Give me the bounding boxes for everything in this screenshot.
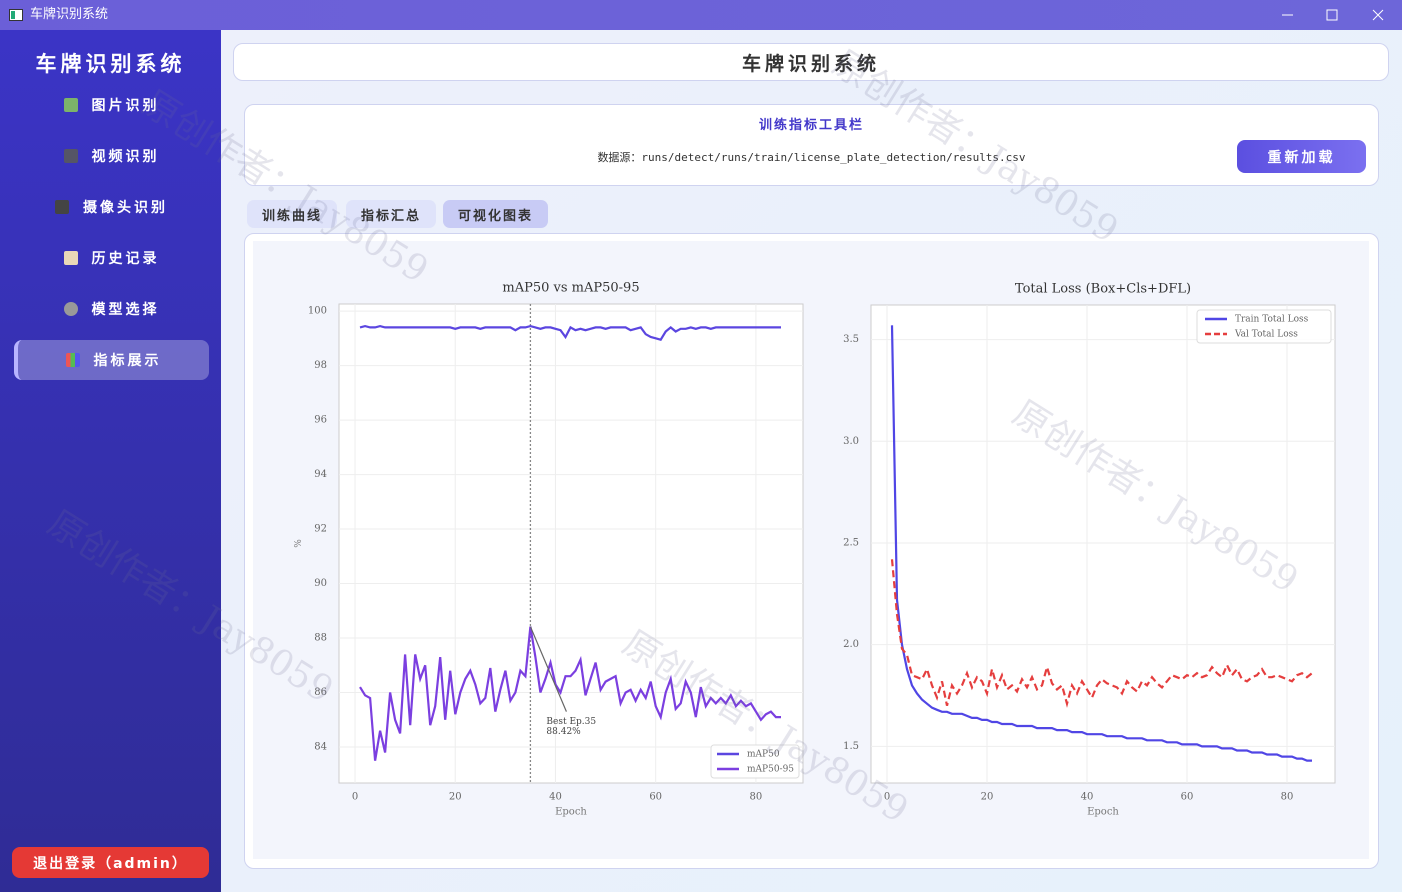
x-tick-label: 40 xyxy=(1081,792,1094,803)
legend-box xyxy=(1196,309,1332,344)
toolbar-title: 训练指标工具栏 xyxy=(758,118,864,133)
menu-item[interactable]: 指标展示 xyxy=(14,340,209,380)
series-line xyxy=(359,626,781,761)
annotation-arrow xyxy=(529,626,567,712)
tab-active[interactable]: 可视化图表 xyxy=(443,200,548,228)
tab[interactable]: 指标汇总 xyxy=(346,200,436,228)
app-icon xyxy=(9,9,23,21)
data-source: 数据源：runs/detect/runs/train/license_plate… xyxy=(597,151,1026,164)
y-tick-label: 90 xyxy=(314,578,327,589)
y-tick-label: 1.5 xyxy=(843,741,859,752)
header-title: 车牌识别系统 xyxy=(741,52,880,75)
x-tick-label: 80 xyxy=(1281,792,1294,803)
y-tick-label: 88 xyxy=(314,633,327,644)
x-tick-label: 80 xyxy=(750,792,763,803)
annotation-text: 88.42% xyxy=(546,727,581,737)
series-line xyxy=(890,325,1312,762)
menu-label: 历史记录 xyxy=(91,251,160,267)
sidebar-title: 车牌识别系统 xyxy=(35,52,186,76)
menu-item[interactable]: 图片识别 xyxy=(14,85,209,125)
legend-label: mAP50-95 xyxy=(747,765,794,775)
x-tick-label: 0 xyxy=(884,792,890,803)
x-tick-label: 0 xyxy=(352,792,358,803)
x-axis-label: Epoch xyxy=(1087,807,1119,818)
reload-button[interactable]: 重新加载 xyxy=(1237,140,1366,173)
y-tick-label: 100 xyxy=(308,306,327,317)
series-line xyxy=(359,324,781,341)
x-tick-label: 20 xyxy=(981,792,994,803)
legend-label: Train Total Loss xyxy=(1235,315,1309,325)
menu-label: 指标展示 xyxy=(93,353,162,369)
menu-label: 模型选择 xyxy=(91,302,160,318)
y-tick-label: 96 xyxy=(314,415,327,426)
y-tick-label: 92 xyxy=(314,524,327,535)
y-axis-label: % xyxy=(294,539,304,548)
legend-label: Val Total Loss xyxy=(1234,330,1298,340)
x-axis-label: Epoch xyxy=(555,807,587,818)
toolbar: 训练指标工具栏 数据源：runs/detect/runs/train/licen… xyxy=(244,104,1379,186)
y-tick-label: 2.5 xyxy=(843,537,859,548)
header: 车牌识别系统 xyxy=(233,43,1389,81)
menu-label: 视频识别 xyxy=(91,149,160,165)
y-tick-label: 2.0 xyxy=(843,639,859,650)
y-tick-label: 98 xyxy=(314,360,327,371)
y-tick-label: 86 xyxy=(314,687,327,698)
tab[interactable]: 训练曲线 xyxy=(247,200,337,228)
x-tick-label: 60 xyxy=(1181,792,1194,803)
x-tick-label: 40 xyxy=(549,792,562,803)
y-tick-label: 3.0 xyxy=(843,436,859,447)
window-controls[interactable] xyxy=(1270,0,1402,30)
menu-label: 摄像头识别 xyxy=(83,200,168,216)
y-tick-label: 84 xyxy=(314,742,327,753)
series-line xyxy=(890,559,1313,708)
menu-item[interactable]: 模型选择 xyxy=(14,289,209,329)
title-bar: 车牌识别系统 xyxy=(0,0,1402,30)
menu-item[interactable]: 摄像头识别 xyxy=(14,187,209,227)
sidebar: 车牌识别系统 图片识别 视频识别 摄像头识别 历史记录 模型选择 指标展示 退出… xyxy=(0,30,221,892)
y-tick-label: 3.5 xyxy=(843,334,859,345)
menu-label: 图片识别 xyxy=(91,98,160,114)
legend-label: mAP50 xyxy=(747,750,780,760)
chart-title: mAP50 vs mAP50-95 xyxy=(502,281,639,296)
annotation-text: Best Ep.35 xyxy=(546,717,596,727)
y-tick-label: 94 xyxy=(314,469,327,480)
x-tick-label: 20 xyxy=(449,792,462,803)
menu-item[interactable]: 视频识别 xyxy=(14,136,209,176)
x-tick-label: 60 xyxy=(649,792,662,803)
chart-title: Total Loss (Box+Cls+DFL) xyxy=(1015,282,1191,297)
window-title: 车牌识别系统 xyxy=(30,7,109,22)
logout-button[interactable]: 退出登录（admin） xyxy=(12,847,209,878)
menu-item[interactable]: 历史记录 xyxy=(14,238,209,278)
